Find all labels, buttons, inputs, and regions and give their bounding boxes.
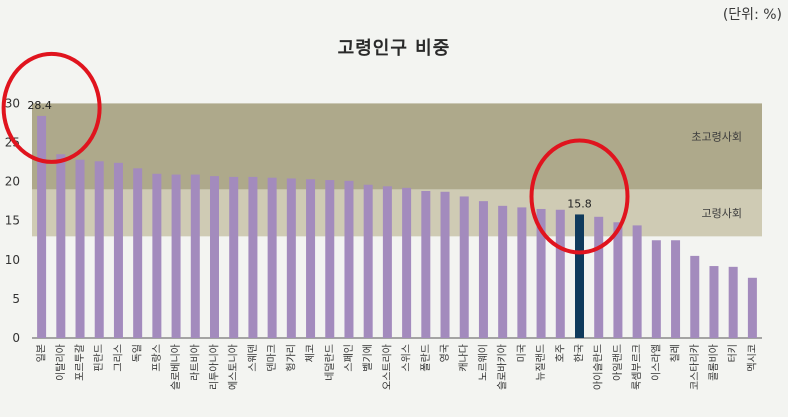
x-tick-label: 호주 xyxy=(554,344,566,362)
x-tick-label: 체코 xyxy=(305,344,317,362)
bar xyxy=(402,187,412,338)
bar xyxy=(728,266,738,338)
bar xyxy=(421,190,431,338)
bar xyxy=(248,176,258,338)
y-tick-label: 20 xyxy=(5,175,20,189)
bar xyxy=(113,162,123,338)
x-tick-label: 스페인 xyxy=(343,344,355,372)
bar xyxy=(498,205,508,338)
y-tick-label: 10 xyxy=(5,253,20,267)
x-tick-label: 멕시코 xyxy=(746,344,758,372)
bar xyxy=(75,159,85,338)
x-tick-label: 네덜란드 xyxy=(324,344,336,381)
bar xyxy=(56,154,66,338)
bar xyxy=(690,255,700,338)
y-tick-label: 0 xyxy=(12,331,20,345)
x-tick-label: 라트비아 xyxy=(189,344,201,381)
bar xyxy=(747,277,757,338)
x-tick-label: 슬로바키아 xyxy=(497,344,509,390)
x-tick-label: 터키 xyxy=(727,344,739,362)
bar xyxy=(325,180,335,338)
bar xyxy=(286,178,296,338)
x-tick-label: 에스토니아 xyxy=(228,344,240,390)
unit-label: (단위: %) xyxy=(722,7,782,23)
bar xyxy=(94,161,104,338)
x-tick-label: 영국 xyxy=(439,344,451,362)
x-tick-label: 이스라엘 xyxy=(649,344,662,381)
x-tick-label: 독일 xyxy=(132,344,144,362)
x-tick-label: 포르투갈 xyxy=(73,344,86,381)
bar xyxy=(517,207,527,338)
annotation-circle xyxy=(1,51,102,164)
x-tick-label: 오스트리아 xyxy=(381,344,393,390)
x-tick-label: 프랑스 xyxy=(151,344,163,372)
bar xyxy=(632,225,642,338)
bar xyxy=(478,201,488,338)
band-label: 고령사회 xyxy=(702,207,742,220)
x-tick-label: 아일랜드 xyxy=(612,344,624,381)
bar xyxy=(382,186,392,338)
x-tick-label: 스위스 xyxy=(400,344,413,372)
bar xyxy=(575,214,584,338)
data-label: 15.8 xyxy=(567,197,592,210)
x-tick-label: 슬로베니아 xyxy=(170,344,182,390)
bar xyxy=(210,176,219,338)
x-tick-label: 벨기에 xyxy=(362,344,374,372)
bar xyxy=(133,168,143,338)
bar xyxy=(190,174,200,338)
bar xyxy=(671,240,681,338)
bar xyxy=(651,240,661,338)
x-tick-label: 덴마크 xyxy=(266,344,278,372)
bar xyxy=(363,184,373,338)
bar xyxy=(613,222,623,338)
x-tick-label: 헝가리 xyxy=(285,344,297,372)
bar xyxy=(267,177,277,338)
x-tick-label: 한국 xyxy=(574,344,586,362)
x-tick-label: 그리스 xyxy=(112,344,124,372)
x-tick-label: 노르웨이 xyxy=(477,344,489,381)
y-tick-label: 5 xyxy=(12,292,20,306)
bar xyxy=(536,208,546,338)
x-tick-label: 핀란드 xyxy=(93,344,105,372)
bar xyxy=(344,180,354,338)
x-tick-label: 캐나다 xyxy=(458,344,470,372)
x-tick-label: 콜롬비아 xyxy=(708,344,720,381)
bar xyxy=(152,173,162,338)
bar xyxy=(709,266,719,338)
x-tick-label: 아이슬란드 xyxy=(593,344,605,390)
x-tick-label: 스웨덴 xyxy=(247,344,259,372)
bar xyxy=(229,176,239,338)
x-tick-label: 룩셈부르크 xyxy=(631,344,643,390)
x-tick-label: 코스타리카 xyxy=(689,344,701,390)
band-label: 초고령사회 xyxy=(691,130,742,143)
x-tick-label: 폴란드 xyxy=(420,344,432,372)
x-tick-label: 이탈리아 xyxy=(54,344,67,381)
y-tick-label: 30 xyxy=(5,96,20,110)
chart-title: 고령인구 비중 xyxy=(337,38,451,59)
annotation-circle xyxy=(529,138,630,255)
data-label: 28.4 xyxy=(27,99,52,112)
x-tick-label: 미국 xyxy=(516,344,528,362)
bar xyxy=(459,196,469,338)
y-tick-label: 15 xyxy=(5,214,20,228)
bar xyxy=(37,115,47,338)
bar xyxy=(594,216,604,338)
bar xyxy=(306,179,316,338)
x-tick-label: 뉴질랜드 xyxy=(535,344,547,381)
bar xyxy=(555,209,565,338)
x-tick-label: 리투아니아 xyxy=(209,344,221,390)
x-tick-label: 칠레 xyxy=(670,344,682,362)
x-tick-label: 일본 xyxy=(36,344,48,362)
bar xyxy=(440,191,450,338)
bar xyxy=(171,174,181,338)
